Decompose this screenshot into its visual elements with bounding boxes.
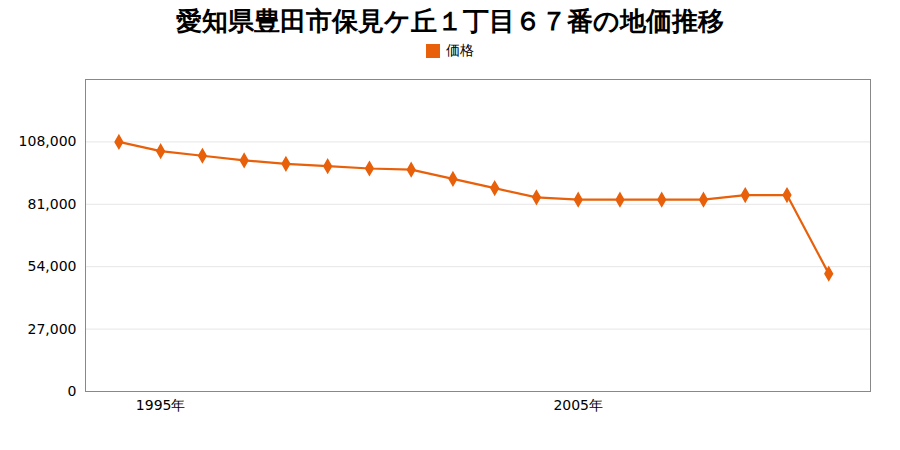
svg-text:27,000: 27,000 [28, 321, 77, 337]
svg-text:1995年: 1995年 [136, 398, 186, 414]
svg-text:2005年: 2005年 [553, 398, 603, 414]
html-text:愛知県豊田市保見ケ丘１丁目６７番の地価推移: 愛知県豊田市保見ケ丘１丁目６７番の地価推移 [176, 6, 724, 36]
html-text:価格: 価格 [446, 42, 474, 59]
svg-text:108,000: 108,000 [19, 134, 77, 150]
svg-text:81,000: 81,000 [28, 196, 77, 212]
svg-text:0: 0 [68, 383, 77, 399]
svg-text:54,000: 54,000 [28, 258, 77, 274]
